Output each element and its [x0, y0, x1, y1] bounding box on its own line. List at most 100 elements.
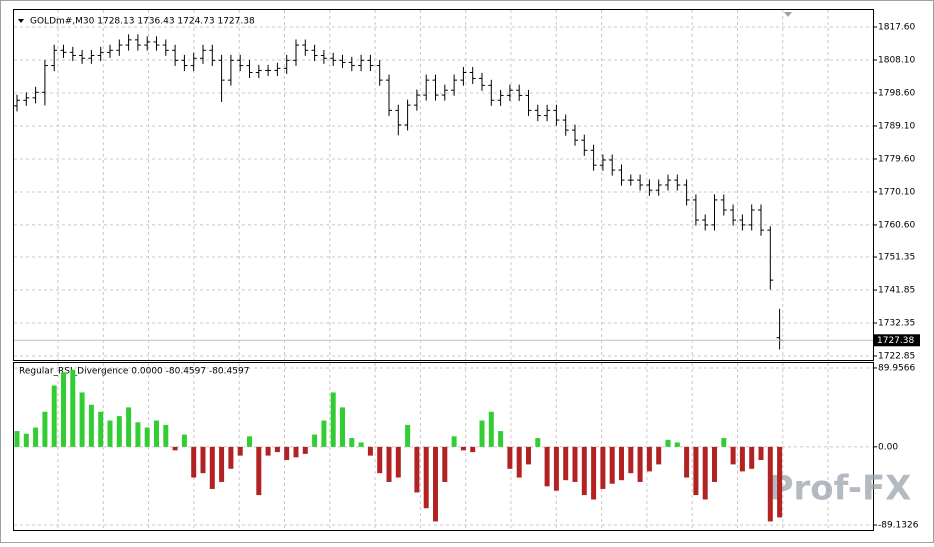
histogram-bar	[70, 369, 76, 447]
histogram-bar	[609, 446, 615, 484]
y-tick-label: 1779.60	[878, 154, 915, 164]
histogram-bar	[749, 446, 755, 469]
histogram-bar	[265, 446, 271, 456]
histogram-bar	[321, 420, 327, 447]
histogram-bar	[498, 431, 504, 447]
histogram-bar	[405, 424, 411, 447]
histogram-bar	[302, 446, 308, 454]
collapse-arrow[interactable]	[18, 19, 24, 23]
y-tick-label: 0.00	[878, 442, 898, 452]
y-tick-label: 1789.10	[878, 121, 915, 131]
histogram-bar	[144, 427, 150, 447]
histogram-bar	[721, 438, 727, 447]
histogram-bar	[274, 446, 280, 453]
histogram-bar	[600, 446, 606, 489]
histogram-bar	[51, 385, 57, 447]
histogram-bar	[349, 438, 355, 447]
histogram-bar	[33, 427, 39, 447]
y-tick-label: 1751.35	[878, 253, 915, 263]
histogram-bar	[591, 446, 597, 500]
last-price-label: 1727.38	[877, 336, 914, 346]
histogram-bar	[702, 446, 708, 500]
histogram-bar	[767, 446, 773, 522]
histogram-bar	[646, 446, 652, 472]
histogram-bar	[135, 422, 141, 447]
histogram-bar	[98, 411, 104, 447]
histogram-bar	[535, 438, 541, 447]
histogram-bar	[637, 446, 643, 482]
histogram-bar	[488, 411, 494, 447]
histogram-bar	[693, 446, 699, 496]
histogram-bar	[553, 446, 559, 491]
histogram-bar	[758, 446, 764, 461]
histogram-bar	[656, 446, 662, 465]
main-pane	[13, 9, 874, 361]
histogram-bar	[358, 442, 364, 447]
histogram-bar	[479, 420, 485, 447]
histogram-bar	[107, 420, 113, 447]
histogram-bar	[451, 436, 457, 447]
histogram-bar	[312, 434, 318, 447]
histogram-bar	[256, 446, 262, 496]
histogram-bar	[563, 446, 569, 481]
histogram-bar	[209, 446, 215, 489]
histogram-bar	[377, 446, 383, 474]
histogram-bar	[386, 446, 392, 482]
histogram-bar	[116, 416, 122, 447]
histogram-bar	[340, 407, 345, 447]
histogram-bar	[712, 446, 717, 482]
histogram-bar	[219, 446, 225, 482]
histogram-bar	[442, 446, 448, 482]
histogram-bar	[293, 446, 299, 458]
histogram-bar	[581, 446, 587, 496]
main-title: GOLDm#,M30 1728.13 1736.43 1724.73 1727.…	[30, 17, 255, 27]
watermark: Prof-FX	[769, 469, 912, 509]
histogram-bar	[154, 420, 159, 447]
histogram-bar	[42, 411, 48, 447]
histogram-bar	[739, 446, 745, 472]
y-tick-label: 1817.60	[878, 23, 915, 33]
histogram-bar	[619, 446, 624, 481]
histogram-bar	[88, 404, 94, 447]
y-tick-label: 1760.60	[878, 220, 915, 230]
histogram-bar	[237, 446, 243, 456]
histogram-bar	[181, 434, 187, 447]
y-tick-label: 1732.35	[878, 319, 915, 329]
histogram-bar	[414, 446, 420, 493]
y-tick-label: -89.1326	[878, 521, 919, 531]
histogram-bar	[200, 446, 206, 474]
indicator-title: Regular_RSI_Divergence 0.0000 -80.4597 -…	[19, 367, 249, 377]
y-tick-label: 89.9566	[878, 363, 915, 373]
last-price-box	[874, 334, 920, 347]
histogram-bar	[423, 446, 429, 509]
histogram-bar	[433, 446, 438, 522]
histogram-bar	[507, 446, 513, 469]
y-tick-label: 1722.85	[878, 352, 915, 362]
histogram-bar	[14, 431, 20, 447]
histogram-bar	[665, 439, 671, 447]
histogram-bar	[526, 446, 531, 465]
histogram-bar	[628, 446, 634, 474]
histogram-bar	[395, 446, 401, 478]
histogram-bar	[79, 392, 85, 447]
histogram-bar	[544, 446, 550, 487]
histogram-bar	[777, 446, 783, 518]
histogram-bar	[460, 446, 466, 451]
histogram-bar	[367, 446, 373, 456]
histogram-bar	[163, 424, 169, 447]
y-tick-label: 1741.85	[878, 286, 915, 296]
histogram-bar	[674, 442, 680, 447]
histogram-bar	[61, 372, 66, 447]
histogram-bar	[330, 392, 336, 447]
y-tick-label: 1770.10	[878, 187, 915, 197]
histogram-bar	[191, 446, 197, 478]
histogram-bar	[228, 446, 234, 469]
histogram-bar	[23, 433, 29, 447]
histogram-bar	[730, 446, 736, 465]
y-tick-label: 1808.10	[878, 56, 915, 66]
histogram-bar	[572, 446, 578, 482]
histogram-bar	[172, 446, 178, 451]
histogram-bar	[247, 436, 252, 447]
